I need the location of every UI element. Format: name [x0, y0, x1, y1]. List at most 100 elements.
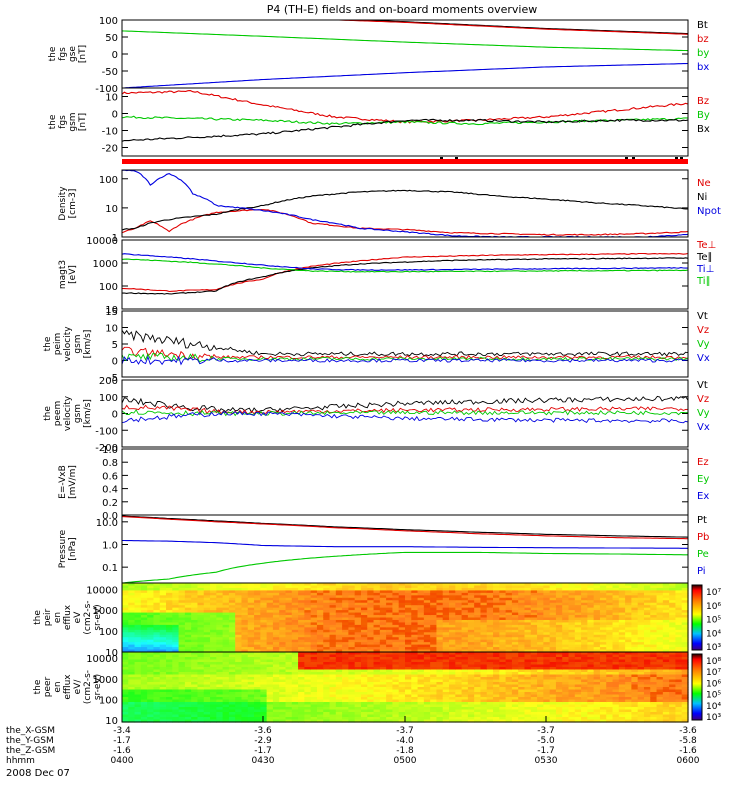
heatmap-cell [329, 704, 337, 708]
heatmap-cell [235, 610, 243, 614]
heatmap-cell [643, 597, 651, 601]
panel-frame [121, 310, 689, 378]
heatmap-cell [581, 712, 588, 716]
heatmap-cell [329, 674, 337, 678]
heatmap-cell [373, 667, 381, 671]
heatmap-cell [449, 687, 456, 691]
heatmap-cell [260, 652, 268, 656]
heatmap-cell [241, 719, 249, 723]
heatmap-cell [291, 667, 299, 671]
heatmap-cell [467, 597, 475, 601]
heatmap-cell [656, 607, 664, 611]
heatmap-cell [254, 689, 261, 693]
heatmap-cell [159, 654, 167, 658]
heatmap-cell [147, 662, 155, 666]
heatmap-cell [147, 709, 155, 713]
heatmap-cell [581, 587, 588, 591]
heatmap-cell [537, 714, 544, 718]
heatmap-cell [386, 595, 394, 599]
heatmap-cell [530, 669, 538, 673]
legend-entry: Pt [697, 515, 707, 526]
heatmap-cell [442, 647, 450, 651]
heatmap-cell [467, 634, 475, 638]
heatmap-cell [122, 677, 129, 681]
heatmap-cell [310, 704, 318, 708]
heatmap-cell [662, 619, 670, 624]
heatmap-cell [228, 679, 236, 683]
heatmap-cell [122, 642, 129, 646]
heatmap-cell [134, 717, 142, 721]
heatmap-cell [681, 595, 689, 599]
heatmap-cell [599, 707, 607, 711]
heatmap-cell [612, 679, 620, 683]
heatmap-cell [329, 639, 337, 643]
heatmap-cell [537, 687, 544, 691]
heatmap-cell [606, 585, 614, 589]
heatmap-cell [455, 654, 463, 658]
heatmap-cell [549, 590, 557, 594]
heatmap-cell [197, 669, 205, 673]
heatmap-cell [625, 639, 632, 643]
heatmap-cell [511, 637, 519, 641]
heatmap-cell [272, 704, 280, 708]
heatmap-cell [480, 642, 488, 646]
heatmap-cell [669, 583, 677, 587]
series-line-Vy [121, 409, 689, 417]
heatmap-cell [304, 647, 312, 651]
heatmap-cell [166, 642, 173, 646]
heatmap-cell [235, 595, 243, 599]
heatmap-cell [392, 699, 400, 703]
heatmap-cell [310, 610, 318, 614]
heatmap-cell [669, 607, 677, 611]
heatmap-cell [329, 672, 337, 676]
heatmap-cell [241, 624, 249, 628]
heatmap-cell [184, 682, 192, 686]
heatmap-cell [172, 659, 180, 663]
heatmap-cell [266, 662, 274, 666]
heatmap-cell [304, 702, 312, 706]
heatmap-cell [266, 605, 274, 609]
heatmap-cell [304, 667, 312, 671]
heatmap-cell [210, 672, 217, 676]
heatmap-cell [166, 639, 173, 643]
heatmap-cell [562, 595, 570, 599]
heatmap-cell [216, 627, 224, 631]
heatmap-cell [398, 605, 406, 609]
heatmap-cell [159, 672, 167, 676]
heatmap-cell [122, 622, 129, 626]
heatmap-cell [398, 615, 406, 619]
heatmap-cell [191, 610, 199, 614]
heatmap-cell [304, 644, 312, 648]
heatmap-cell [417, 674, 425, 678]
heatmap-cell [235, 717, 243, 721]
heatmap-cell [166, 717, 173, 721]
heatmap-cell [474, 712, 482, 716]
heatmap-cell [241, 622, 249, 626]
heatmap-cell [210, 649, 217, 653]
heatmap-cell [436, 672, 444, 676]
heatmap-cell [643, 619, 651, 624]
heatmap-cell [518, 632, 526, 636]
heatmap-cell [140, 684, 148, 688]
heatmap-cell [537, 704, 544, 708]
heatmap-cell [581, 639, 588, 643]
heatmap-cell [272, 605, 280, 609]
heatmap-cell [128, 639, 136, 643]
heatmap-cell [342, 702, 349, 706]
heatmap-cell [474, 622, 482, 626]
heatmap-cell [518, 597, 526, 601]
heatmap-cell [530, 667, 538, 671]
heatmap-cell [191, 662, 199, 666]
heatmap-cell [247, 624, 255, 628]
heatmap-cell [122, 610, 129, 614]
heatmap-cell [254, 694, 261, 698]
heatmap-cell [449, 659, 456, 663]
heatmap-cell [379, 610, 387, 614]
heatmap-cell [511, 657, 519, 661]
heatmap-cell [587, 619, 595, 624]
heatmap-cell [203, 682, 211, 686]
heatmap-cell [631, 602, 639, 606]
heatmap-cell [392, 610, 400, 614]
heatmap-cell [562, 632, 570, 636]
heatmap-cell [442, 615, 450, 619]
